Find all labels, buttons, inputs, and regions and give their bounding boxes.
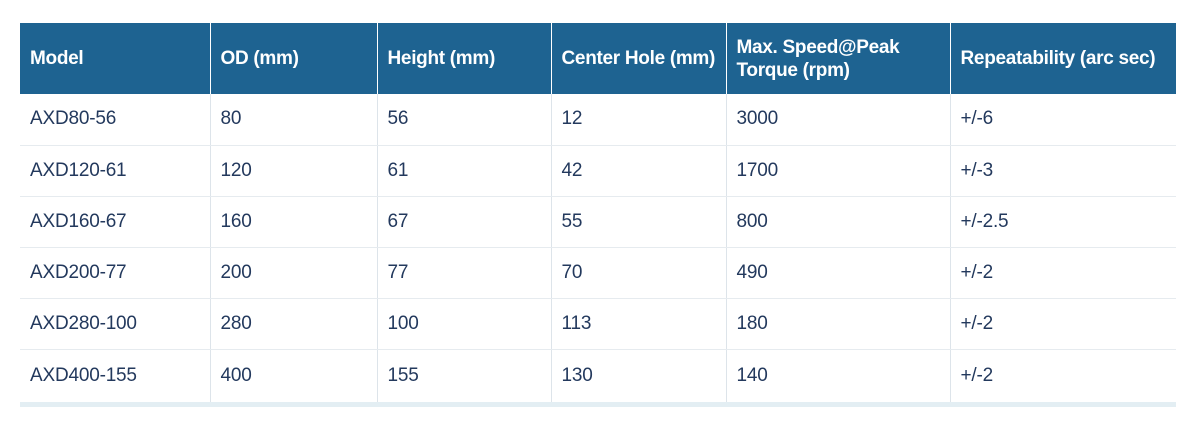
spec-table: Model OD (mm) Height (mm) Center Hole (m… <box>20 23 1176 407</box>
cell-height: 100 <box>377 298 552 350</box>
cell-repeatability: +/-2.5 <box>950 196 1176 248</box>
cell-max-speed: 490 <box>726 247 951 299</box>
cell-repeatability: +/-6 <box>950 94 1176 146</box>
cell-model: AXD80-56 <box>20 94 211 146</box>
spec-table-container: Model OD (mm) Height (mm) Center Hole (m… <box>20 23 1176 407</box>
cell-model: AXD400-155 <box>20 349 211 407</box>
cell-center-hole: 113 <box>551 298 727 350</box>
cell-model: AXD160-67 <box>20 196 211 248</box>
cell-model: AXD280-100 <box>20 298 211 350</box>
cell-center-hole: 70 <box>551 247 727 299</box>
cell-od: 80 <box>210 94 378 146</box>
cell-center-hole: 130 <box>551 349 727 407</box>
cell-od: 120 <box>210 145 378 197</box>
cell-repeatability: +/-3 <box>950 145 1176 197</box>
table-row: AXD160-67 160 67 55 800 +/-2.5 <box>20 196 1176 248</box>
cell-repeatability: +/-2 <box>950 298 1176 350</box>
cell-max-speed: 800 <box>726 196 951 248</box>
cell-center-hole: 55 <box>551 196 727 248</box>
table-row: AXD400-155 400 155 130 140 +/-2 <box>20 349 1176 407</box>
header-height: Height (mm) <box>377 23 552 94</box>
header-row: Model OD (mm) Height (mm) Center Hole (m… <box>20 23 1176 94</box>
header-max-speed: Max. Speed@Peak Torque (rpm) <box>726 23 951 94</box>
cell-center-hole: 12 <box>551 94 727 146</box>
cell-center-hole: 42 <box>551 145 727 197</box>
table-row: AXD80-56 80 56 12 3000 +/-6 <box>20 94 1176 146</box>
cell-max-speed: 3000 <box>726 94 951 146</box>
cell-repeatability: +/-2 <box>950 247 1176 299</box>
cell-od: 200 <box>210 247 378 299</box>
cell-height: 61 <box>377 145 552 197</box>
cell-height: 155 <box>377 349 552 407</box>
cell-od: 160 <box>210 196 378 248</box>
cell-model: AXD120-61 <box>20 145 211 197</box>
header-center-hole: Center Hole (mm) <box>551 23 727 94</box>
cell-od: 280 <box>210 298 378 350</box>
cell-height: 67 <box>377 196 552 248</box>
header-od: OD (mm) <box>210 23 378 94</box>
table-row: AXD120-61 120 61 42 1700 +/-3 <box>20 145 1176 197</box>
cell-max-speed: 1700 <box>726 145 951 197</box>
cell-max-speed: 140 <box>726 349 951 407</box>
cell-height: 77 <box>377 247 552 299</box>
cell-model: AXD200-77 <box>20 247 211 299</box>
cell-od: 400 <box>210 349 378 407</box>
header-model: Model <box>20 23 211 94</box>
cell-height: 56 <box>377 94 552 146</box>
table-row: AXD200-77 200 77 70 490 +/-2 <box>20 247 1176 299</box>
header-repeatability: Repeatability (arc sec) <box>950 23 1176 94</box>
cell-repeatability: +/-2 <box>950 349 1176 407</box>
cell-max-speed: 180 <box>726 298 951 350</box>
table-row: AXD280-100 280 100 113 180 +/-2 <box>20 298 1176 350</box>
